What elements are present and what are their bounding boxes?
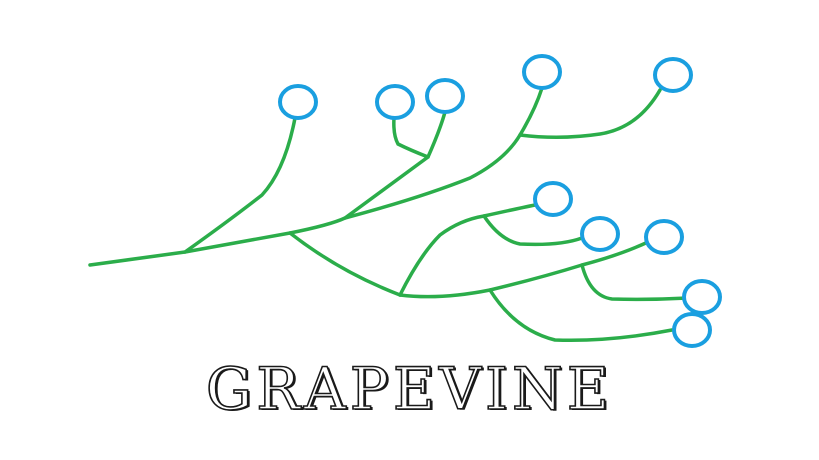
vine-node-icon [278,54,722,348]
vine-icon [88,86,690,343]
brand-wordmark: GRAPEVINE [205,355,614,423]
